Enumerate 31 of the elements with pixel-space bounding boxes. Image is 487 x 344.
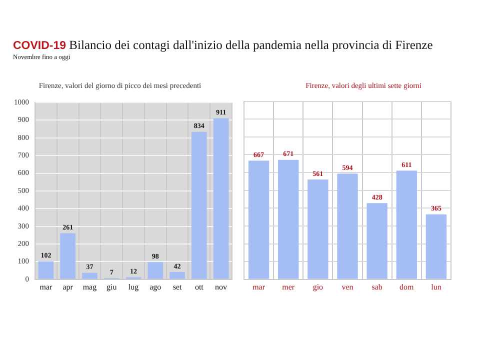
x-tick-label: set [172, 282, 182, 292]
bar [278, 160, 299, 279]
x-tick-label: lun [431, 282, 442, 292]
bar [426, 214, 447, 279]
chart-title: COVID-19 Bilancio dei contagi dall'inizio della pandemia nella provincia di Firenze [13, 38, 433, 53]
x-tick-label: mer [282, 282, 295, 292]
x-tick-label: mag [82, 282, 97, 292]
bar [337, 174, 358, 279]
bar [82, 272, 98, 279]
bar [396, 170, 417, 279]
bar [60, 233, 76, 279]
x-tick-label: ago [150, 282, 162, 292]
x-tick-label: gio [312, 282, 324, 292]
x-tick-label: giu [106, 282, 117, 292]
x-tick-label: nov [215, 282, 228, 292]
bar [248, 160, 270, 279]
x-tick-label: apr [62, 282, 74, 292]
bar [366, 203, 388, 279]
bar [308, 179, 328, 279]
x-tick-label: ott [194, 282, 204, 292]
x-tick-label: mar [252, 282, 266, 292]
bar [170, 272, 185, 279]
x-tick-label: sab [372, 282, 382, 292]
x-tick-label: ven [342, 282, 354, 292]
bar [192, 132, 207, 279]
bar [38, 261, 54, 279]
x-tick-label: lug [128, 282, 139, 292]
x-tick-label: mar [40, 282, 52, 292]
bar [213, 118, 229, 279]
x-tick-label: dom [400, 282, 415, 292]
bar [148, 262, 164, 279]
